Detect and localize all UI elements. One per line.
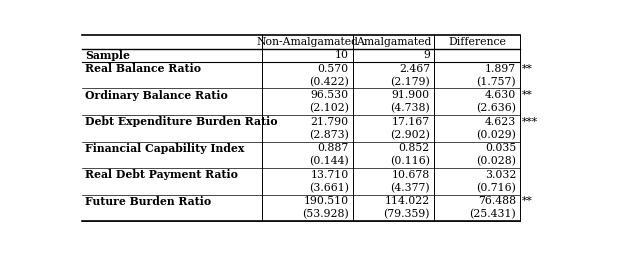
Text: (53.928): (53.928) xyxy=(302,209,349,220)
Text: (2.179): (2.179) xyxy=(390,77,430,87)
Text: 96.530: 96.530 xyxy=(311,90,349,100)
Text: 9: 9 xyxy=(423,50,430,60)
Text: (25.431): (25.431) xyxy=(469,209,516,220)
Text: Financial Capability Index: Financial Capability Index xyxy=(85,143,244,154)
Text: Real Balance Ratio: Real Balance Ratio xyxy=(85,63,201,74)
Text: (4.738): (4.738) xyxy=(390,103,430,114)
Text: 10: 10 xyxy=(335,50,349,60)
Text: 0.852: 0.852 xyxy=(399,143,430,153)
Text: 3.032: 3.032 xyxy=(484,170,516,180)
Text: (0.116): (0.116) xyxy=(390,156,430,167)
Text: **: ** xyxy=(521,90,532,100)
Text: 21.790: 21.790 xyxy=(311,117,349,127)
Text: (2.636): (2.636) xyxy=(476,103,516,114)
Text: Debt Expenditure Burden Ratio: Debt Expenditure Burden Ratio xyxy=(85,116,277,127)
Text: 190.510: 190.510 xyxy=(304,196,349,206)
Text: Non-Amalgamated: Non-Amalgamated xyxy=(256,37,358,47)
Text: **: ** xyxy=(521,64,532,74)
Text: **: ** xyxy=(521,196,532,206)
Text: (79.359): (79.359) xyxy=(383,209,430,220)
Text: 17.167: 17.167 xyxy=(392,117,430,127)
Text: (2.102): (2.102) xyxy=(309,103,349,114)
Text: (0.028): (0.028) xyxy=(476,156,516,167)
Text: Ordinary Balance Ratio: Ordinary Balance Ratio xyxy=(85,90,227,101)
Text: 0.887: 0.887 xyxy=(318,143,349,153)
Text: (2.873): (2.873) xyxy=(309,130,349,140)
Text: (1.757): (1.757) xyxy=(477,77,516,87)
Text: Sample: Sample xyxy=(85,50,130,61)
Text: 13.710: 13.710 xyxy=(311,170,349,180)
Text: 2.467: 2.467 xyxy=(399,64,430,74)
Text: 114.022: 114.022 xyxy=(385,196,430,206)
Text: 10.678: 10.678 xyxy=(392,170,430,180)
Text: 1.897: 1.897 xyxy=(485,64,516,74)
Text: 4.623: 4.623 xyxy=(485,117,516,127)
Text: 0.035: 0.035 xyxy=(485,143,516,153)
Text: (0.422): (0.422) xyxy=(309,77,349,87)
Text: Amalgamated: Amalgamated xyxy=(356,37,431,47)
Text: Future Burden Ratio: Future Burden Ratio xyxy=(85,196,211,207)
Text: (0.029): (0.029) xyxy=(476,130,516,140)
Text: 91.900: 91.900 xyxy=(392,90,430,100)
Text: Real Debt Payment Ratio: Real Debt Payment Ratio xyxy=(85,169,238,180)
Text: (2.902): (2.902) xyxy=(390,130,430,140)
Text: (3.661): (3.661) xyxy=(309,183,349,193)
Text: (4.377): (4.377) xyxy=(390,183,430,193)
Text: 4.630: 4.630 xyxy=(485,90,516,100)
Text: 0.570: 0.570 xyxy=(318,64,349,74)
Text: Difference: Difference xyxy=(448,37,506,47)
Text: (0.144): (0.144) xyxy=(309,156,349,167)
Text: 76.488: 76.488 xyxy=(478,196,516,206)
Text: ***: *** xyxy=(521,117,537,127)
Text: (0.716): (0.716) xyxy=(476,183,516,193)
